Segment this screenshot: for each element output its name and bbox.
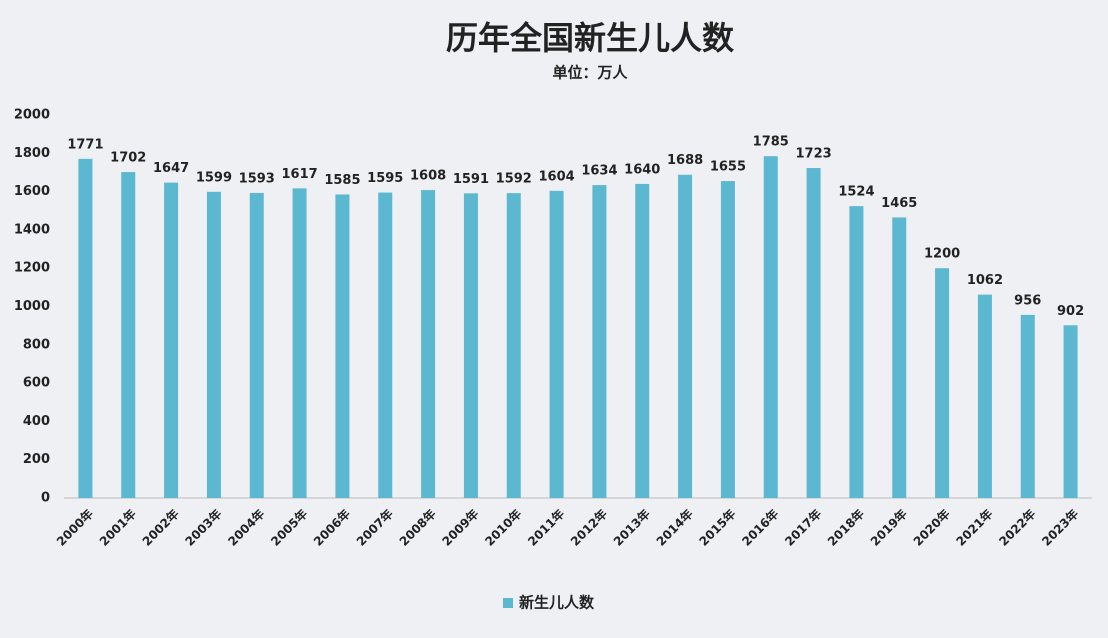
bar <box>249 192 264 499</box>
y-tick-label: 800 <box>23 337 50 352</box>
data-label: 1608 <box>410 169 446 184</box>
bar <box>935 268 950 498</box>
bar <box>849 206 864 499</box>
data-label: 1595 <box>367 171 403 186</box>
data-label: 1688 <box>667 153 703 168</box>
data-label: 902 <box>1057 304 1084 319</box>
chart-subtitle: 单位：万人 <box>552 64 628 82</box>
legend-swatch <box>503 598 513 608</box>
data-label: 1655 <box>710 160 746 175</box>
data-label: 1723 <box>795 147 831 162</box>
y-tick-label: 200 <box>23 452 50 467</box>
chart-title: 历年全国新生儿人数 <box>446 19 735 57</box>
bar <box>592 185 607 499</box>
y-tick-label: 1800 <box>14 146 50 161</box>
bar <box>335 194 350 498</box>
bar <box>78 158 93 498</box>
bar <box>164 182 179 499</box>
bar <box>720 181 735 498</box>
data-label: 1647 <box>153 161 189 176</box>
bar <box>806 168 821 498</box>
bar <box>378 192 393 498</box>
bar <box>292 188 307 499</box>
data-label: 1585 <box>324 173 360 188</box>
bar <box>421 190 436 498</box>
y-tick-label: 600 <box>23 376 50 391</box>
bar <box>206 191 221 498</box>
bar <box>549 190 564 499</box>
data-label: 1785 <box>753 135 789 150</box>
y-tick-label: 0 <box>41 491 50 506</box>
y-tick-label: 1000 <box>14 299 50 314</box>
data-label: 1465 <box>881 196 917 211</box>
data-label: 1592 <box>496 172 532 187</box>
data-label: 1634 <box>581 164 617 179</box>
data-label: 1591 <box>453 172 489 187</box>
bar <box>121 172 136 498</box>
bar <box>463 193 478 499</box>
bar <box>763 156 778 499</box>
data-label: 1640 <box>624 162 660 177</box>
bar <box>1020 314 1035 498</box>
y-tick-label: 1200 <box>14 261 50 276</box>
y-tick-label: 2000 <box>14 108 50 123</box>
data-label: 1599 <box>196 170 232 185</box>
data-label: 956 <box>1014 293 1041 308</box>
y-tick-label: 400 <box>23 414 50 429</box>
data-label: 1617 <box>281 167 317 182</box>
bar <box>635 183 650 498</box>
bar <box>506 193 521 498</box>
data-label: 1062 <box>967 273 1003 288</box>
data-label: 1200 <box>924 247 960 262</box>
bar <box>678 174 693 499</box>
legend-label: 新生儿人数 <box>519 594 595 612</box>
bar <box>1063 325 1078 498</box>
data-label: 1524 <box>838 185 874 200</box>
data-label: 1593 <box>239 171 275 186</box>
data-label: 1771 <box>67 137 103 152</box>
data-label: 1702 <box>110 151 146 166</box>
data-label: 1604 <box>538 169 574 184</box>
bar <box>977 294 992 498</box>
bar <box>892 217 907 498</box>
y-tick-label: 1600 <box>14 184 50 199</box>
y-tick-label: 1400 <box>14 222 50 237</box>
